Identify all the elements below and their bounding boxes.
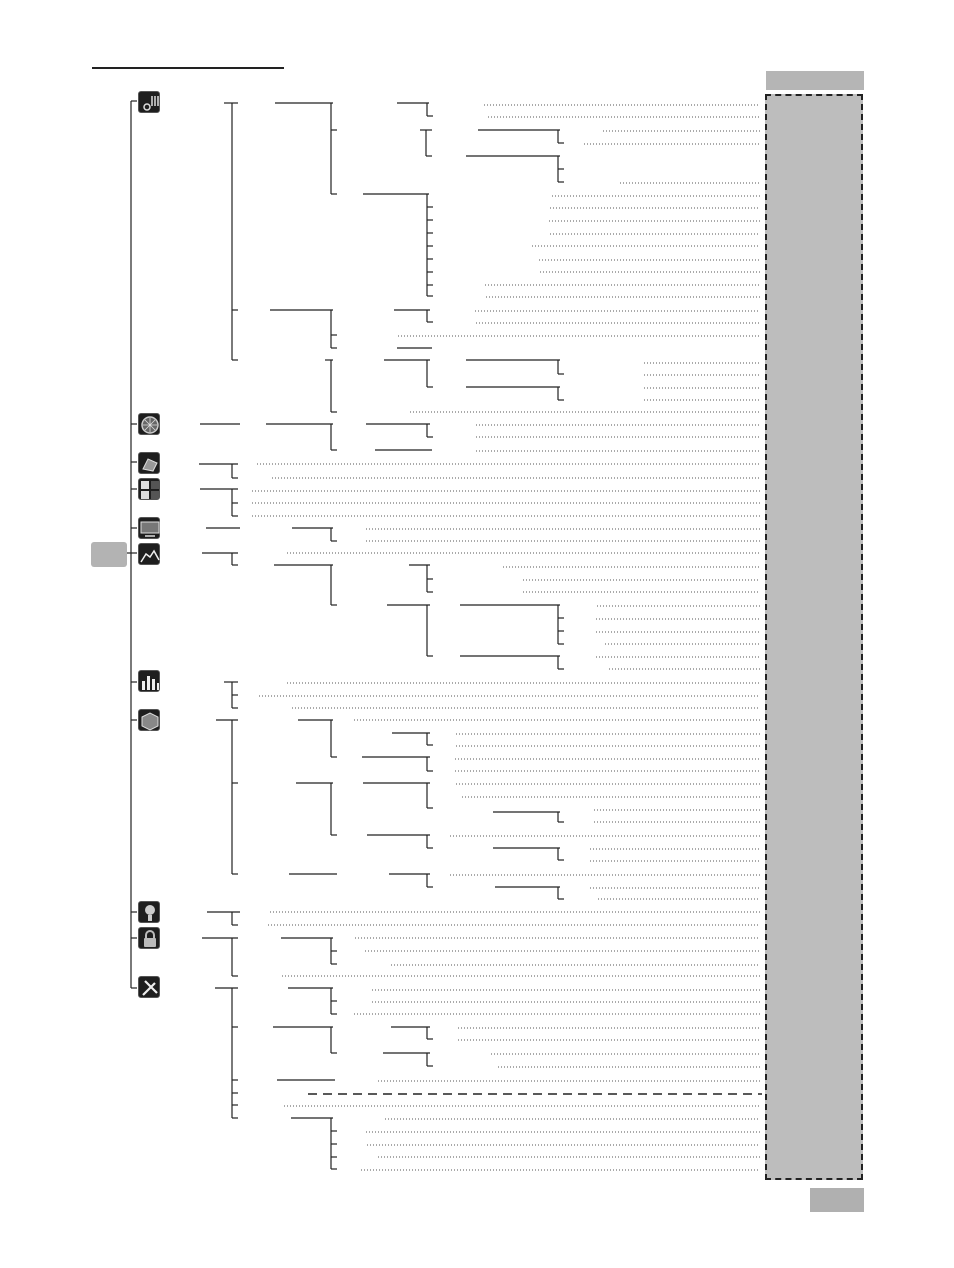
audio-icon (138, 91, 160, 113)
grid-icon (138, 478, 160, 500)
disc-icon (138, 413, 160, 435)
header-rule (92, 67, 284, 69)
chart-icon (138, 543, 160, 565)
speaker-icon (138, 901, 160, 923)
sidebar-panel (765, 94, 863, 1180)
page-tab (810, 1188, 864, 1212)
box-icon (138, 709, 160, 731)
lock-icon (138, 927, 160, 949)
sidebar-cap (766, 71, 864, 90)
section-tab (91, 542, 127, 567)
equalizer-icon (138, 670, 160, 692)
tools-icon (138, 976, 160, 998)
photo-icon (138, 452, 160, 474)
display-icon (138, 517, 160, 539)
